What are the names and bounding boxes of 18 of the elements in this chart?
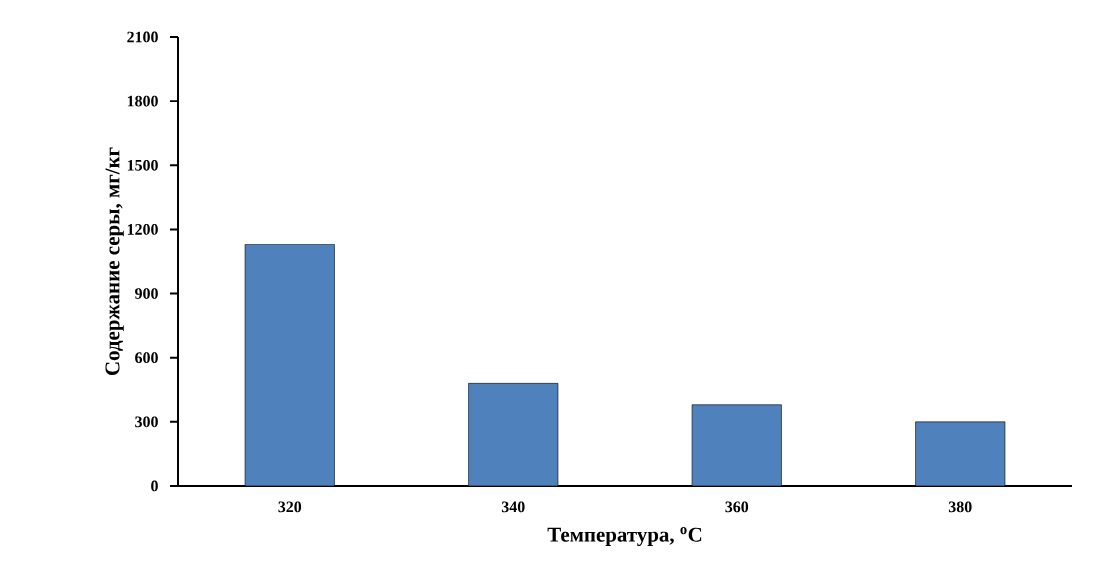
y-tick-label: 900: [135, 288, 158, 299]
x-tick-label: 360: [725, 501, 749, 513]
y-tick-label: 1800: [127, 95, 158, 107]
y-tick-label: 300: [135, 416, 158, 428]
y-tick-label: 0: [151, 480, 158, 492]
bar: [468, 383, 559, 486]
x-tick-label: 340: [501, 501, 525, 513]
x-tick-label: 380: [948, 501, 972, 513]
y-tick-label: 1500: [127, 159, 158, 171]
x-axis-title: Температура, $^{o}$C: [547, 527, 702, 547]
bar: [915, 421, 1006, 486]
y-tick-label: 1200: [127, 224, 158, 235]
x-tick-label: 320: [278, 501, 302, 513]
y-tick-label: 600: [135, 352, 158, 364]
bar: [244, 244, 335, 486]
y-tick-label: 2100: [127, 31, 158, 43]
y-axis-title: Содержание серы, мг/кг: [105, 147, 124, 376]
bar: [691, 404, 782, 486]
